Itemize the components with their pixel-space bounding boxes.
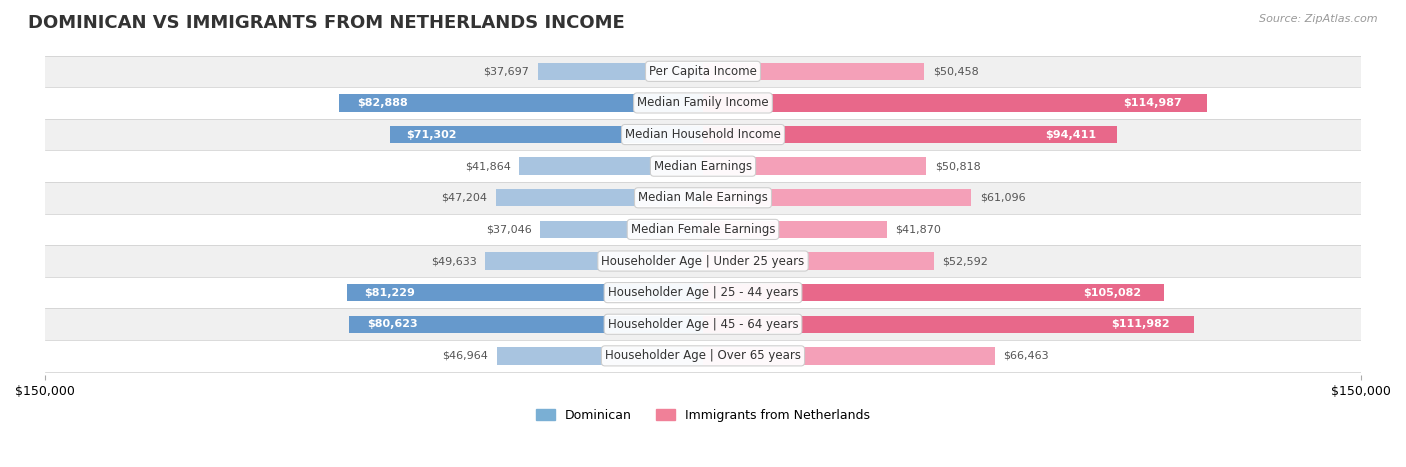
- Bar: [339, 94, 703, 112]
- Bar: [45, 245, 1361, 277]
- Bar: [391, 126, 703, 143]
- Bar: [347, 284, 703, 301]
- Bar: [703, 284, 1164, 301]
- Text: $49,633: $49,633: [430, 256, 477, 266]
- Text: $82,888: $82,888: [357, 98, 408, 108]
- Text: $61,096: $61,096: [980, 193, 1025, 203]
- Text: Householder Age | 45 - 64 years: Householder Age | 45 - 64 years: [607, 318, 799, 331]
- Text: $114,987: $114,987: [1123, 98, 1182, 108]
- Text: Householder Age | Under 25 years: Householder Age | Under 25 years: [602, 255, 804, 268]
- Bar: [45, 308, 1361, 340]
- Text: $50,458: $50,458: [934, 66, 979, 76]
- Bar: [45, 277, 1361, 308]
- Text: Median Earnings: Median Earnings: [654, 160, 752, 173]
- Text: $37,697: $37,697: [484, 66, 529, 76]
- Text: Median Household Income: Median Household Income: [626, 128, 780, 141]
- Text: $71,302: $71,302: [406, 129, 457, 140]
- Bar: [703, 157, 927, 175]
- Text: Per Capita Income: Per Capita Income: [650, 65, 756, 78]
- Bar: [703, 252, 934, 270]
- Text: $80,623: $80,623: [367, 319, 418, 329]
- Text: $66,463: $66,463: [1004, 351, 1049, 361]
- Bar: [45, 150, 1361, 182]
- Text: Householder Age | 25 - 44 years: Householder Age | 25 - 44 years: [607, 286, 799, 299]
- Text: Source: ZipAtlas.com: Source: ZipAtlas.com: [1260, 14, 1378, 24]
- Bar: [45, 56, 1361, 87]
- Text: Median Female Earnings: Median Female Earnings: [631, 223, 775, 236]
- Bar: [703, 347, 994, 365]
- Bar: [496, 347, 703, 365]
- Bar: [703, 189, 972, 206]
- Bar: [519, 157, 703, 175]
- Text: DOMINICAN VS IMMIGRANTS FROM NETHERLANDS INCOME: DOMINICAN VS IMMIGRANTS FROM NETHERLANDS…: [28, 14, 624, 32]
- Bar: [537, 63, 703, 80]
- Text: $111,982: $111,982: [1111, 319, 1170, 329]
- Text: $47,204: $47,204: [441, 193, 486, 203]
- Text: $50,818: $50,818: [935, 161, 980, 171]
- Text: Median Family Income: Median Family Income: [637, 97, 769, 109]
- Bar: [45, 213, 1361, 245]
- Legend: Dominican, Immigrants from Netherlands: Dominican, Immigrants from Netherlands: [531, 403, 875, 427]
- Text: $41,864: $41,864: [465, 161, 510, 171]
- Bar: [703, 63, 924, 80]
- Bar: [703, 316, 1194, 333]
- Bar: [45, 119, 1361, 150]
- Bar: [703, 221, 887, 238]
- Text: $105,082: $105,082: [1083, 288, 1140, 297]
- Text: $52,592: $52,592: [942, 256, 988, 266]
- Bar: [485, 252, 703, 270]
- Bar: [540, 221, 703, 238]
- Bar: [45, 182, 1361, 213]
- Bar: [703, 94, 1208, 112]
- Text: $41,870: $41,870: [896, 225, 942, 234]
- Text: $81,229: $81,229: [364, 288, 415, 297]
- Text: $94,411: $94,411: [1045, 129, 1097, 140]
- Text: Householder Age | Over 65 years: Householder Age | Over 65 years: [605, 349, 801, 362]
- Text: $37,046: $37,046: [486, 225, 531, 234]
- Text: $46,964: $46,964: [443, 351, 488, 361]
- Bar: [703, 126, 1118, 143]
- Text: Median Male Earnings: Median Male Earnings: [638, 191, 768, 204]
- Bar: [45, 87, 1361, 119]
- Bar: [45, 340, 1361, 372]
- Bar: [496, 189, 703, 206]
- Bar: [349, 316, 703, 333]
